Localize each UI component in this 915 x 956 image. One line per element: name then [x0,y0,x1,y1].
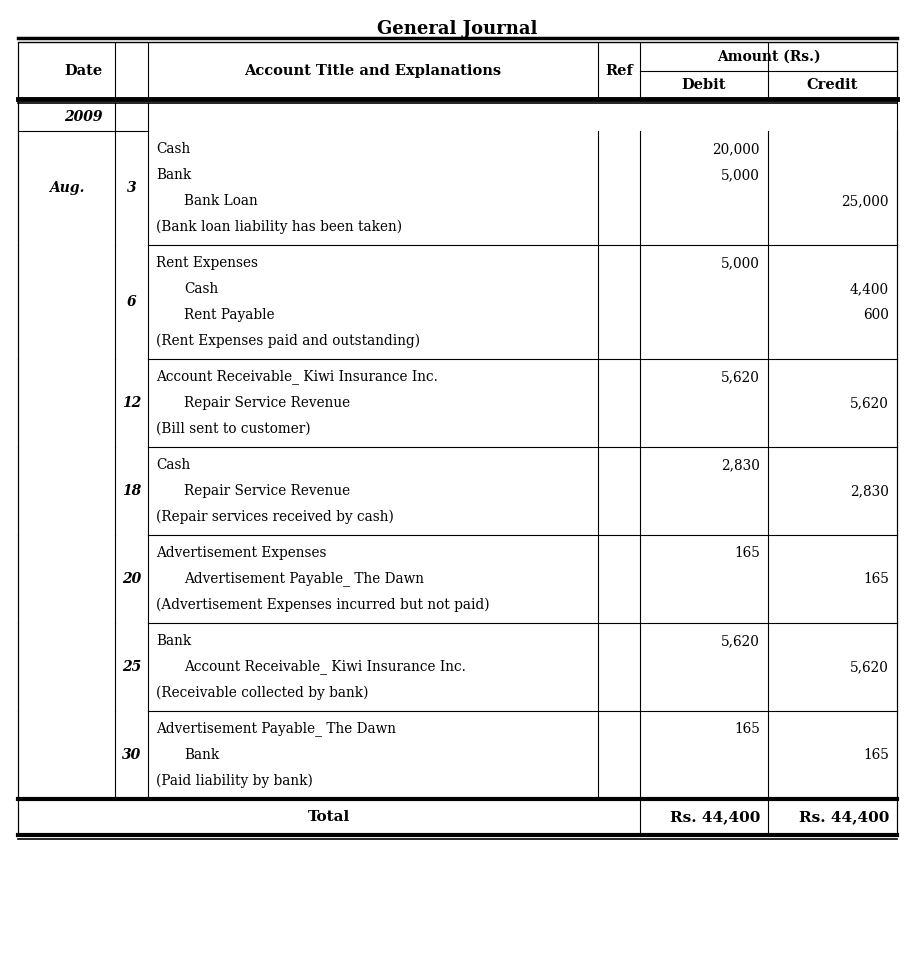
Text: 600: 600 [863,308,889,322]
Text: (Advertisement Expenses incurred but not paid): (Advertisement Expenses incurred but not… [156,598,490,612]
Text: (Receivable collected by bank): (Receivable collected by bank) [156,685,369,700]
Text: 6: 6 [126,295,136,309]
Text: Rs. 44,400: Rs. 44,400 [670,810,760,824]
Text: 20,000: 20,000 [713,142,760,156]
Text: Bank Loan: Bank Loan [184,194,258,208]
Text: Repair Service Revenue: Repair Service Revenue [184,396,350,410]
Text: 5,620: 5,620 [721,634,760,648]
Text: 165: 165 [734,722,760,736]
Text: 5,000: 5,000 [721,256,760,270]
Text: 3: 3 [126,181,136,195]
Text: Credit: Credit [807,78,858,92]
Text: Amount (Rs.): Amount (Rs.) [716,50,821,64]
Text: 25: 25 [122,660,141,674]
Text: 5,620: 5,620 [721,370,760,384]
Text: 2009: 2009 [64,110,102,124]
Text: (Rent Expenses paid and outstanding): (Rent Expenses paid and outstanding) [156,334,420,348]
Text: (Bank loan liability has been taken): (Bank loan liability has been taken) [156,220,402,234]
Text: 4,400: 4,400 [850,282,889,296]
Text: Account Receivable_ Kiwi Insurance Inc.: Account Receivable_ Kiwi Insurance Inc. [156,370,438,384]
Text: Aug.: Aug. [48,181,84,195]
Text: 5,000: 5,000 [721,168,760,182]
Text: Advertisement Payable_ The Dawn: Advertisement Payable_ The Dawn [156,722,396,736]
Text: 165: 165 [863,572,889,586]
Text: 165: 165 [734,546,760,560]
Text: 5,620: 5,620 [850,396,889,410]
Text: General Journal: General Journal [377,20,538,38]
Text: (Bill sent to customer): (Bill sent to customer) [156,422,310,436]
Text: 165: 165 [863,748,889,762]
Text: 20: 20 [122,572,141,586]
Text: Repair Service Revenue: Repair Service Revenue [184,484,350,498]
Text: Account Receivable_ Kiwi Insurance Inc.: Account Receivable_ Kiwi Insurance Inc. [184,660,466,674]
Text: Total: Total [307,810,350,824]
Text: Cash: Cash [156,458,190,472]
Text: Advertisement Expenses: Advertisement Expenses [156,546,327,560]
Text: Ref: Ref [605,64,633,78]
Text: Rs. 44,400: Rs. 44,400 [799,810,889,824]
Text: Advertisement Payable_ The Dawn: Advertisement Payable_ The Dawn [184,572,424,586]
Text: Rent Payable: Rent Payable [184,308,274,322]
Text: 30: 30 [122,748,141,762]
Text: Account Title and Explanations: Account Title and Explanations [244,64,501,78]
Text: 2,830: 2,830 [850,484,889,498]
Text: (Repair services received by cash): (Repair services received by cash) [156,510,393,524]
Text: Cash: Cash [156,142,190,156]
Text: Debit: Debit [682,78,727,92]
Text: Date: Date [64,64,102,78]
Text: Bank: Bank [184,748,220,762]
Text: Rent Expenses: Rent Expenses [156,256,258,270]
Text: 5,620: 5,620 [850,660,889,674]
Text: Bank: Bank [156,168,191,182]
Text: 25,000: 25,000 [842,194,889,208]
Text: Bank: Bank [156,634,191,648]
Text: 2,830: 2,830 [721,458,760,472]
Text: 12: 12 [122,396,141,410]
Text: Cash: Cash [184,282,219,296]
Text: (Paid liability by bank): (Paid liability by bank) [156,773,313,788]
Text: 18: 18 [122,484,141,498]
